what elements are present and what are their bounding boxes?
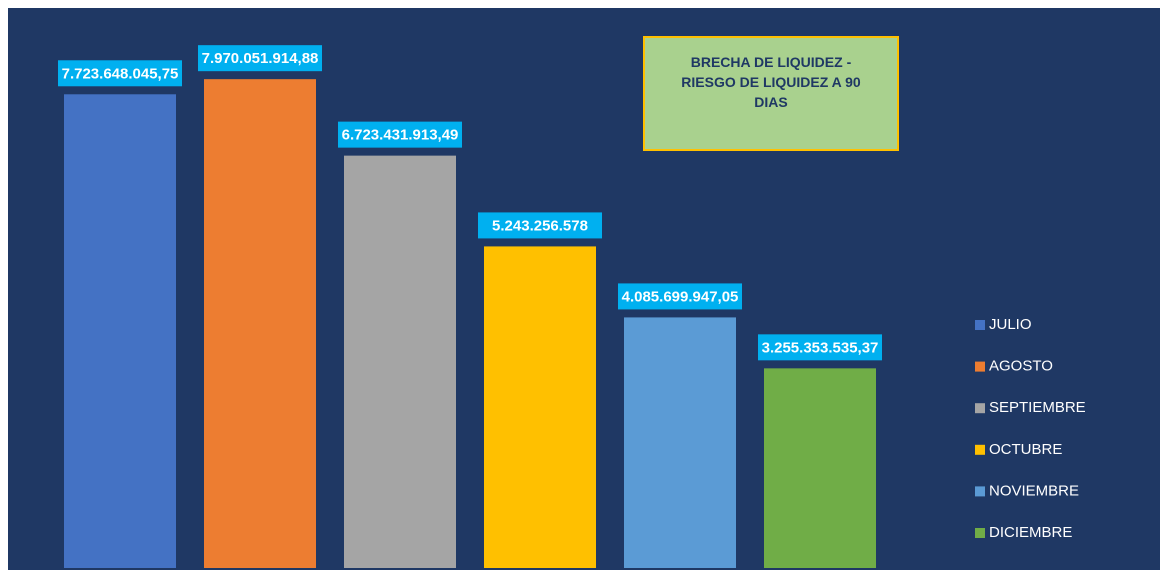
legend-label: DICIEMBRE [989, 524, 1072, 541]
legend-label: JULIO [989, 316, 1032, 333]
legend-swatch [975, 320, 985, 330]
value-label-box [338, 121, 462, 148]
value-label-box [478, 212, 602, 239]
value-label: 7.970.051.914,88 [202, 50, 319, 67]
value-label-box [58, 60, 182, 87]
value-label: 7.723.648.045,75 [62, 65, 179, 82]
value-label: 6.723.431.913,49 [342, 127, 459, 144]
legend-swatch [975, 486, 985, 497]
legend-swatch [975, 403, 985, 414]
legend-label: NOVIEMBRE [989, 482, 1079, 499]
legend-swatch [975, 361, 985, 372]
bar [624, 317, 736, 568]
value-label: 5.243.256.578 [492, 217, 588, 234]
value-label-box [198, 45, 322, 72]
bar [344, 155, 456, 568]
chart-title: BRECHA DE LIQUIDEZ - RIESGO DE LIQUIDEZ … [643, 36, 899, 151]
value-label-box [758, 334, 882, 361]
legend-swatch [975, 528, 985, 538]
bar [484, 246, 596, 569]
bar [64, 94, 176, 568]
bar [764, 368, 876, 568]
value-label-box [618, 283, 742, 310]
legend-label: AGOSTO [989, 358, 1053, 375]
value-label: 3.255.353.535,37 [762, 339, 879, 356]
legend-label: OCTUBRE [989, 441, 1062, 458]
value-label: 4.085.699.947,05 [622, 288, 739, 305]
legend-label: SEPTIEMBRE [989, 399, 1086, 416]
bar [204, 79, 316, 568]
legend-swatch [975, 444, 985, 455]
